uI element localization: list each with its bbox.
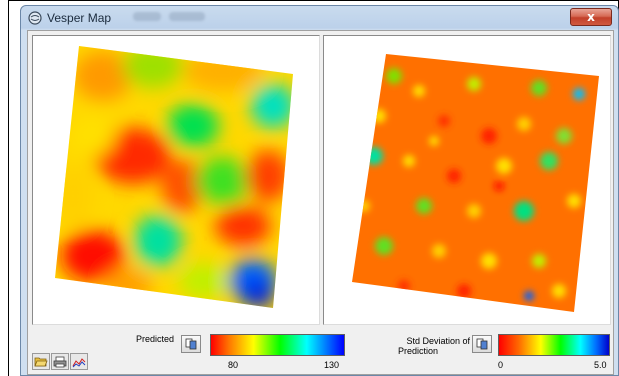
- print-button[interactable]: [51, 353, 69, 370]
- copy-std-button[interactable]: [472, 335, 492, 353]
- printer-icon: [53, 356, 67, 367]
- blurred-text: [133, 12, 161, 21]
- copy-predicted-button[interactable]: [181, 335, 201, 353]
- vesper-map-window: Vesper Map x: [20, 5, 619, 376]
- open-folder-icon: [34, 357, 48, 366]
- std-legend-line1: Std Deviation of: [406, 336, 470, 346]
- window-title: Vesper Map: [47, 11, 112, 25]
- copy-icon: [476, 338, 488, 350]
- predicted-map: [55, 46, 293, 308]
- title-bar[interactable]: Vesper Map x: [21, 6, 618, 30]
- predicted-legend-label: Predicted: [135, 334, 174, 344]
- client-area: Predicted 80 130 Std Deviation of Predic…: [27, 30, 614, 375]
- predicted-colorbar: [210, 334, 345, 356]
- std-colorbar: [498, 334, 610, 356]
- predicted-map-panel: [32, 35, 320, 325]
- blurred-text: [169, 12, 205, 21]
- std-max-label: 5.0: [594, 360, 607, 370]
- std-deviation-map: [352, 54, 599, 312]
- map-app-icon: [28, 11, 42, 25]
- variogram-button[interactable]: [70, 353, 88, 370]
- predicted-max-label: 130: [324, 360, 340, 370]
- open-button[interactable]: [32, 353, 50, 370]
- close-button[interactable]: x: [570, 8, 612, 26]
- std-min-label: 0: [498, 360, 504, 370]
- std-deviation-map-panel: [323, 35, 611, 325]
- std-legend-line2: Prediction: [398, 346, 439, 356]
- copy-icon: [185, 338, 197, 350]
- predicted-min-label: 80: [228, 360, 239, 370]
- std-legend-label: Std Deviation of Prediction: [378, 336, 470, 356]
- variogram-plot-icon: [72, 357, 86, 367]
- legend-bar: Predicted 80 130 Std Deviation of Predic…: [28, 329, 613, 374]
- close-icon: x: [587, 10, 595, 24]
